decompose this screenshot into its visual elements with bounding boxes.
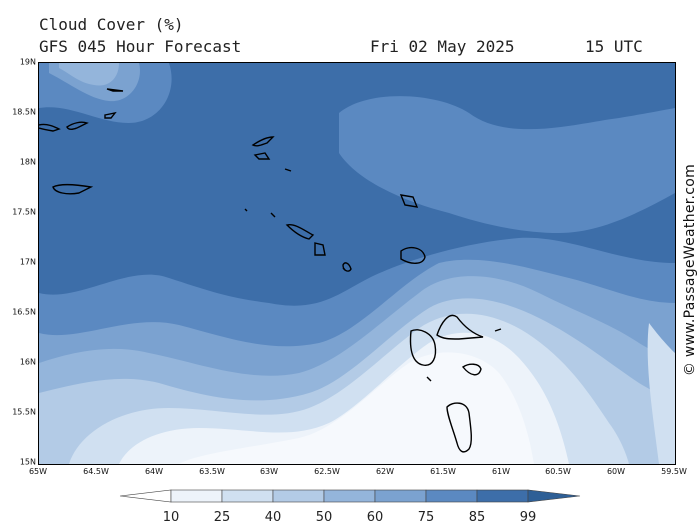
site-credit: © www.PassageWeather.com bbox=[682, 163, 698, 377]
legend-swatch bbox=[221, 489, 274, 503]
island-saba bbox=[244, 208, 248, 212]
island-tortola bbox=[104, 111, 117, 119]
color-legend: 10 25 40 50 60 75 85 99 bbox=[118, 486, 588, 526]
legend-swatch bbox=[272, 489, 325, 503]
island-vieques bbox=[66, 121, 89, 130]
forecast-time: 15 UTC bbox=[585, 37, 643, 56]
island-statia bbox=[270, 212, 276, 218]
lon-label: 62.5W bbox=[314, 467, 340, 476]
legend-arrow-high bbox=[527, 489, 581, 503]
legend-colorbar bbox=[119, 489, 581, 503]
island-st-kitts bbox=[285, 223, 315, 240]
legend-label: 60 bbox=[366, 510, 384, 525]
forecast-label: GFS 045 Hour Forecast bbox=[39, 37, 242, 56]
lon-label: 63W bbox=[259, 467, 279, 476]
lon-label: 59.5W bbox=[661, 467, 687, 476]
lon-label: 61W bbox=[491, 467, 511, 476]
island-dominica bbox=[446, 402, 472, 453]
legend-swatch bbox=[425, 489, 478, 503]
legend-label: 75 bbox=[417, 510, 435, 525]
lon-label: 61.5W bbox=[430, 467, 456, 476]
lon-label: 60.5W bbox=[545, 467, 571, 476]
lon-label: 62W bbox=[375, 467, 395, 476]
forecast-date: Fri 02 May 2025 bbox=[370, 37, 515, 56]
lon-label: 63.5W bbox=[199, 467, 225, 476]
legend-swatch bbox=[170, 489, 223, 503]
island-anegada bbox=[106, 88, 124, 92]
legend-label: 40 bbox=[264, 510, 282, 525]
island-la-desirade bbox=[494, 328, 502, 332]
lat-label: 17N bbox=[19, 257, 36, 267]
island-antigua bbox=[400, 246, 426, 264]
lat-label: 19N bbox=[19, 57, 36, 67]
legend-label: 85 bbox=[468, 510, 486, 525]
island-anguilla bbox=[251, 136, 275, 147]
cloud-field-layers bbox=[39, 63, 675, 464]
legend-label: 50 bbox=[315, 510, 333, 525]
island-barbuda bbox=[399, 194, 419, 208]
lon-label: 60W bbox=[606, 467, 626, 476]
lon-label: 65W bbox=[28, 467, 48, 476]
lat-label: 16.5N bbox=[12, 307, 36, 317]
legend-label: 10 bbox=[162, 510, 180, 525]
lon-label: 64W bbox=[144, 467, 164, 476]
island-st-barth bbox=[284, 168, 292, 172]
lat-label: 15.5N bbox=[12, 407, 36, 417]
island-redonda bbox=[342, 267, 346, 271]
lon-label: 64.5W bbox=[83, 467, 109, 476]
legend-swatch bbox=[374, 489, 427, 503]
legend-swatch bbox=[323, 489, 376, 503]
island-guadeloupe-east bbox=[436, 314, 484, 340]
island-marie-galante bbox=[461, 363, 482, 376]
lat-label: 15N bbox=[19, 457, 36, 467]
legend-label: 25 bbox=[213, 510, 231, 525]
lat-label: 16N bbox=[19, 357, 36, 367]
island-st-martin bbox=[253, 152, 271, 160]
lat-label: 17.5N bbox=[12, 207, 36, 217]
island-outlines bbox=[39, 88, 502, 453]
cloud-cover-map bbox=[38, 62, 676, 465]
legend-arrow-low bbox=[119, 489, 172, 503]
island-st-croix bbox=[52, 184, 94, 195]
lat-label: 18N bbox=[19, 157, 36, 167]
island-guadeloupe-west bbox=[409, 329, 437, 366]
legend-swatch bbox=[476, 489, 529, 503]
island-les-saintes bbox=[426, 376, 432, 382]
island-puerto-rico bbox=[39, 123, 61, 132]
legend-label: 99 bbox=[519, 510, 537, 525]
lat-label: 18.5N bbox=[12, 107, 36, 117]
island-nevis bbox=[314, 242, 326, 256]
map-title: Cloud Cover (%) bbox=[39, 15, 184, 34]
